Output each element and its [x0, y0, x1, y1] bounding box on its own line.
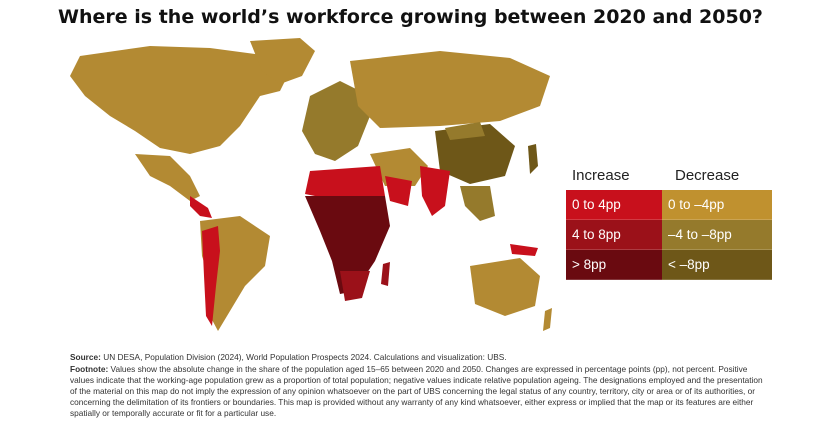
legend-grid: 0 to 4pp 0 to –4pp 4 to 8pp –4 to –8pp >…: [566, 190, 772, 280]
region-new-zealand: [543, 308, 552, 331]
legend-item: > 8pp: [566, 250, 662, 280]
source-note: Source: UN DESA, Population Division (20…: [70, 352, 770, 363]
legend-item: < –8pp: [662, 250, 772, 280]
region-north-africa: [305, 166, 385, 201]
region-madagascar: [381, 262, 390, 286]
source-label: Source:: [70, 352, 101, 362]
region-southern-africa: [340, 271, 370, 301]
legend-item: 0 to –4pp: [662, 190, 772, 220]
region-southeast-asia: [460, 186, 495, 221]
region-south-america-west: [202, 226, 220, 326]
legend-item: 0 to 4pp: [566, 190, 662, 220]
footnote-label: Footnote:: [70, 364, 109, 374]
region-sub-saharan-africa: [305, 196, 390, 294]
region-india-south-asia: [420, 166, 450, 216]
region-europe: [302, 81, 370, 161]
region-middle-east: [370, 148, 428, 186]
legend-increase-header: Increase: [572, 166, 630, 184]
region-japan: [528, 144, 538, 174]
source-text: UN DESA, Population Division (2024), Wor…: [100, 352, 507, 362]
region-arabia-increase: [385, 176, 412, 206]
region-canada-usa: [70, 46, 290, 154]
notes: Source: UN DESA, Population Division (20…: [70, 352, 770, 420]
region-mexico-central-america: [135, 154, 200, 201]
legend: Increase Decrease 0 to 4pp 0 to –4pp 4 t…: [566, 160, 772, 280]
region-russia: [350, 51, 550, 128]
legend-item: 4 to 8pp: [566, 220, 662, 250]
footnote-text: Values show the absolute change in the s…: [70, 364, 763, 418]
legend-item: –4 to –8pp: [662, 220, 772, 250]
region-mongolia: [445, 122, 485, 140]
region-new-guinea: [510, 244, 538, 256]
region-greenland: [250, 38, 315, 84]
chart-title: Where is the world’s workforce growing b…: [58, 6, 763, 28]
legend-decrease-header: Decrease: [675, 166, 740, 184]
region-central-america-increase: [190, 196, 212, 218]
footnote: Footnote: Values show the absolute chang…: [70, 364, 770, 419]
region-australia: [470, 258, 540, 316]
world-choropleth-map: [70, 38, 552, 331]
